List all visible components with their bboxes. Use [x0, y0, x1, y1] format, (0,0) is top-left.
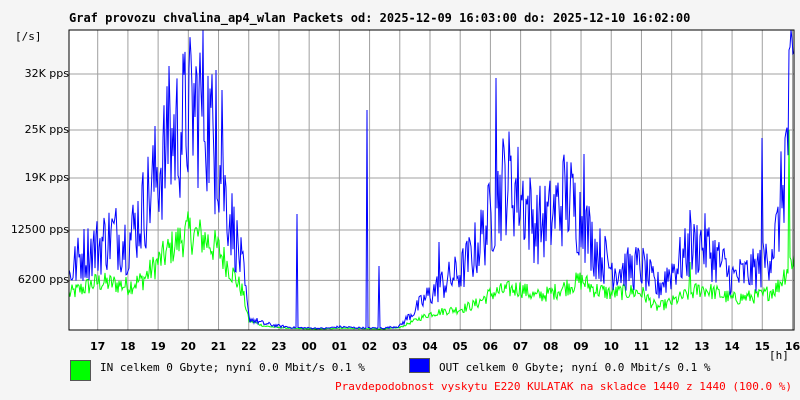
legend-in-text: IN celkem 0 Gbyte; nyní 0.0 Mbit/s 0.1 % — [100, 361, 365, 374]
x-tick-label: 03 — [392, 340, 408, 353]
series-line-out — [68, 29, 795, 330]
x-tick-label: 09 — [573, 340, 589, 353]
y-tick-label: 12500 pps — [10, 223, 69, 236]
y-axis-unit-label: [/s] — [15, 30, 42, 43]
y-tick-label: 6200 pps — [17, 273, 69, 287]
x-tick-label: 05 — [452, 340, 468, 353]
legend-in-swatch — [70, 360, 91, 381]
x-tick-label: 12 — [664, 340, 680, 353]
x-tick-label: 17 — [90, 340, 106, 353]
legend-out-swatch — [409, 358, 430, 373]
chart-title: Graf provozu chvalina_ap4_wlan Packets o… — [69, 11, 691, 25]
y-tick-label: 32K pps — [24, 67, 69, 80]
legend-out-text: OUT celkem 0 Gbyte; nyní 0.0 Mbit/s 0.1 … — [439, 361, 711, 374]
x-tick-label: 21 — [210, 340, 227, 353]
y-tick-label: 19K pps — [24, 171, 69, 184]
x-tick-label: 18 — [120, 340, 136, 353]
x-tick-label: 10 — [603, 340, 619, 353]
x-tick-label: 11 — [633, 340, 650, 353]
plot-area — [69, 30, 794, 330]
x-tick-label: 13 — [694, 340, 710, 353]
x-tick-label: 00 — [301, 340, 317, 353]
x-tick-label: 16 — [784, 340, 800, 353]
x-tick-label: 01 — [331, 340, 348, 353]
footer-probability-note: Pravdepodobnost vyskytu E220 KULATAK na … — [335, 380, 792, 393]
series-line-in — [68, 129, 795, 330]
x-tick-label: 04 — [422, 340, 438, 353]
plot-frame — [68, 29, 795, 331]
x-tick-label: 06 — [482, 340, 499, 353]
x-tick-label: 22 — [241, 340, 257, 353]
x-axis-unit-label: [h] — [769, 349, 789, 362]
y-tick-label: 25K pps — [24, 123, 69, 136]
x-tick-label: 19 — [150, 340, 166, 353]
x-tick-label: 20 — [180, 340, 196, 353]
x-tick-label: 07 — [512, 340, 529, 353]
x-tick-label: 15 — [754, 340, 770, 353]
x-tick-label: 08 — [543, 340, 559, 353]
grid-lines — [69, 30, 794, 330]
series-layer — [68, 29, 795, 330]
x-tick-label: 23 — [271, 340, 287, 353]
x-tick-label: 02 — [361, 340, 378, 353]
x-tick-label: 14 — [724, 340, 740, 353]
